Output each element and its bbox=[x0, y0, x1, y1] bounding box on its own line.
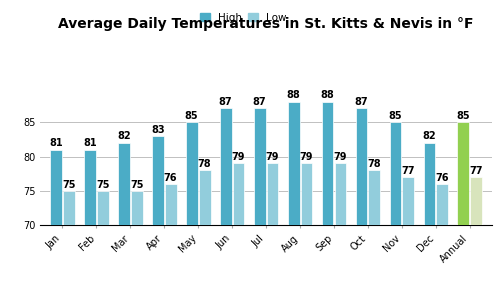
Text: 83: 83 bbox=[151, 125, 164, 135]
Bar bbox=[164, 184, 176, 225]
Text: 81: 81 bbox=[83, 138, 96, 148]
Text: 79: 79 bbox=[299, 152, 313, 162]
Bar bbox=[151, 136, 163, 225]
Bar bbox=[130, 191, 142, 225]
Bar bbox=[402, 177, 413, 225]
Text: 79: 79 bbox=[333, 152, 347, 162]
Text: 87: 87 bbox=[354, 97, 368, 107]
Bar bbox=[253, 108, 265, 225]
Text: 85: 85 bbox=[184, 111, 198, 121]
Bar bbox=[469, 177, 481, 225]
Bar bbox=[185, 122, 197, 225]
Text: 82: 82 bbox=[422, 131, 435, 142]
Bar bbox=[219, 108, 231, 225]
Text: 87: 87 bbox=[253, 97, 266, 107]
Text: 79: 79 bbox=[265, 152, 279, 162]
Bar bbox=[456, 122, 468, 225]
Bar bbox=[355, 108, 367, 225]
Text: 75: 75 bbox=[96, 180, 109, 190]
Bar bbox=[198, 171, 210, 225]
Bar bbox=[334, 164, 346, 225]
Text: 75: 75 bbox=[62, 180, 75, 190]
Text: 82: 82 bbox=[117, 131, 130, 142]
Bar bbox=[368, 171, 380, 225]
Text: 85: 85 bbox=[456, 111, 469, 121]
Text: 75: 75 bbox=[130, 180, 143, 190]
Text: 88: 88 bbox=[286, 90, 300, 100]
Bar bbox=[321, 101, 333, 225]
Text: 77: 77 bbox=[401, 166, 414, 176]
Text: 76: 76 bbox=[435, 173, 448, 183]
Bar bbox=[300, 164, 312, 225]
Text: 79: 79 bbox=[231, 152, 245, 162]
Bar bbox=[50, 150, 62, 225]
Bar bbox=[423, 143, 434, 225]
Text: 78: 78 bbox=[197, 159, 211, 169]
Bar bbox=[287, 101, 299, 225]
Text: 78: 78 bbox=[367, 159, 380, 169]
Bar bbox=[84, 150, 96, 225]
Bar bbox=[118, 143, 129, 225]
Text: Average Daily Temperatures in St. Kitts & Nevis in °F: Average Daily Temperatures in St. Kitts … bbox=[58, 17, 473, 31]
Text: 85: 85 bbox=[388, 111, 401, 121]
Text: 76: 76 bbox=[163, 173, 177, 183]
Bar bbox=[266, 164, 278, 225]
Bar bbox=[97, 191, 108, 225]
Bar bbox=[232, 164, 244, 225]
Legend: High, Low: High, Low bbox=[198, 11, 288, 25]
Bar bbox=[389, 122, 401, 225]
Bar bbox=[63, 191, 75, 225]
Bar bbox=[435, 184, 447, 225]
Text: 87: 87 bbox=[218, 97, 232, 107]
Text: 77: 77 bbox=[468, 166, 482, 176]
Text: 81: 81 bbox=[49, 138, 63, 148]
Text: 88: 88 bbox=[320, 90, 334, 100]
